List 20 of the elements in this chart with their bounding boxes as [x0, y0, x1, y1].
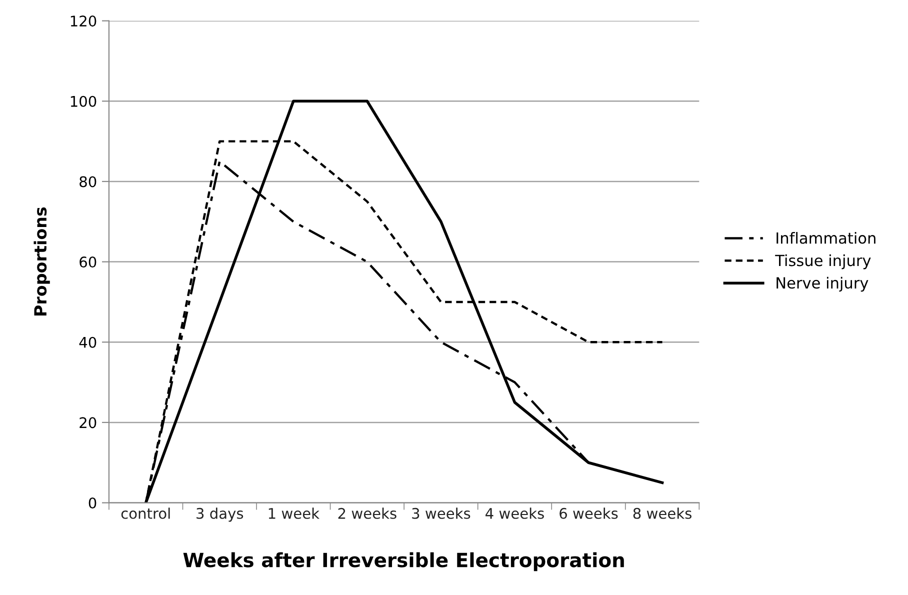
- x-tick-label: 3 weeks: [412, 508, 470, 519]
- x-tick-label: 1 week: [268, 508, 320, 519]
- x-tick-label: control: [121, 508, 170, 519]
- y-tick-label: 0: [88, 497, 96, 509]
- y-tick-label: 80: [80, 176, 96, 188]
- x-tick-label: 4 weeks: [486, 508, 544, 519]
- legend-label: Nerve injury: [776, 276, 868, 292]
- y-tick-label: 60: [80, 256, 96, 268]
- legend-label: Inflammation: [776, 232, 876, 244]
- y-tick-label: 120: [70, 16, 96, 27]
- x-tick-label: 6 weeks: [560, 508, 618, 519]
- y-axis-title: Proportions: [34, 207, 50, 316]
- x-tick-label: 3 days: [196, 508, 244, 522]
- y-tick-label: 100: [70, 96, 96, 107]
- y-tick-label: 20: [80, 417, 96, 428]
- x-tick-label: 8 weeks: [633, 508, 692, 519]
- x-tick-label: 2 weeks: [338, 508, 396, 519]
- legend-label: Tissue injury: [775, 254, 871, 270]
- y-tick-label: 40: [79, 336, 96, 348]
- x-axis-title: Weeks after Irreversible Electroporation: [183, 552, 624, 572]
